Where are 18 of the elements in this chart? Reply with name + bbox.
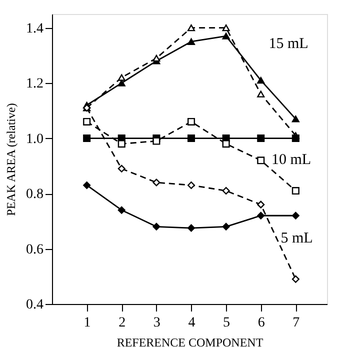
y-tick-label: 1.0 [26, 132, 44, 147]
y-tick-label: 0.6 [26, 242, 44, 258]
x-tick-label: 6 [258, 316, 265, 330]
annotation: 5 mL [280, 230, 313, 246]
x-tick-label: 2 [118, 316, 126, 330]
x-tick-label: 4 [188, 316, 196, 330]
x-tick-label: 1 [84, 316, 91, 330]
x-tick-label: 3 [153, 316, 160, 330]
y-tick-label: 0.4 [26, 298, 44, 312]
annotation: 10 mL [271, 152, 312, 168]
x-tick-label: 5 [223, 316, 230, 330]
x-axis-title: REFERENCE COMPONENT [116, 336, 264, 348]
y-tick-label: 1.4 [26, 21, 44, 36]
x-tick-label: 7 [292, 316, 300, 330]
y-axis-title: PEAK AREA (relative) [4, 103, 18, 216]
y-tick-label: 1.2 [26, 76, 44, 92]
annotation: 15 mL [268, 36, 308, 52]
y-tick-label: 0.8 [26, 187, 44, 202]
